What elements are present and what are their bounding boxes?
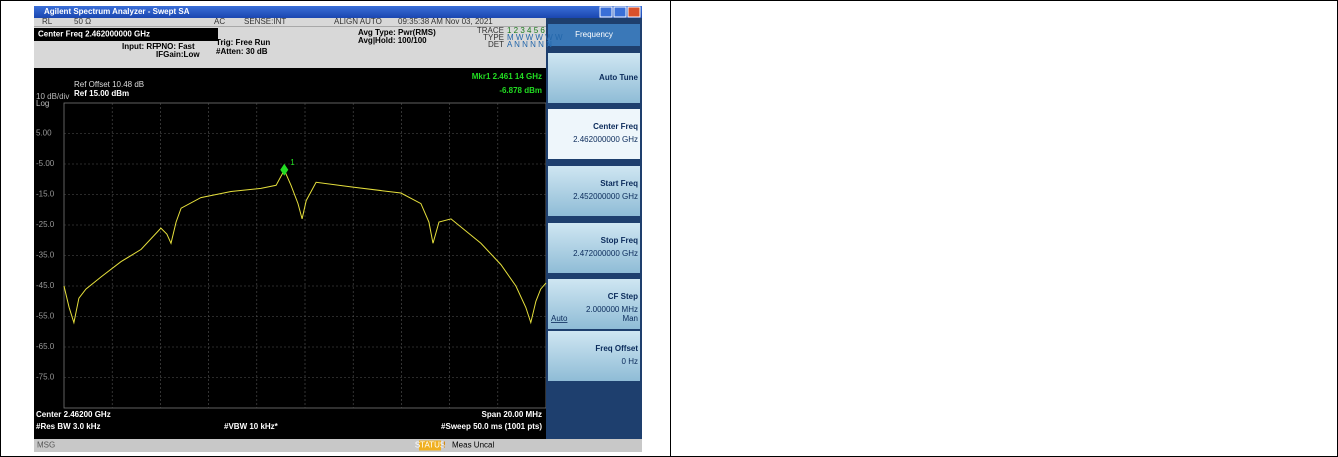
- marker-label: 1: [290, 158, 295, 167]
- title-bar: [34, 6, 642, 18]
- softkey-value: 2.452000000 GHz: [573, 192, 638, 201]
- log: Log: [36, 99, 49, 108]
- trace-row: M W W W W W: [507, 33, 563, 42]
- input: Input: RF: [122, 42, 157, 51]
- ref-offset: Ref Offset 10.48 dB: [74, 80, 144, 89]
- softkey[interactable]: [548, 331, 640, 381]
- trace-label: TYPE: [483, 33, 504, 42]
- plot-area: [34, 68, 546, 439]
- analyzer-screenshot: Agilent Spectrum Analyzer - Swept SA Cen…: [34, 6, 642, 452]
- softkey-label: Center Freq: [593, 122, 638, 131]
- marker-readout: Mkr1 2.461 14 GHz: [472, 72, 542, 81]
- softkey[interactable]: [548, 53, 640, 103]
- y-tick-label: -55.0: [36, 312, 55, 321]
- status-item: 09:35:38 AM Nov 03, 2021: [398, 17, 493, 26]
- minimize-button[interactable]: [599, 6, 613, 18]
- window-title: Agilent Spectrum Analyzer - Swept SA: [44, 7, 190, 16]
- softkey-title: Frequency: [575, 30, 613, 39]
- softkey-value: 2.472000000 GHz: [573, 249, 638, 258]
- status-item: AC: [214, 17, 225, 26]
- avg-hold: Avg|Hold: 100/100: [358, 36, 427, 45]
- softkey-option: Auto: [551, 314, 568, 323]
- softkey[interactable]: [548, 109, 640, 159]
- softkey-value: 2.462000000 GHz: [573, 135, 638, 144]
- ref-level: Ref 15.00 dBm: [74, 89, 129, 98]
- softkey-value: 2.000000 MHz: [586, 305, 638, 314]
- softkey[interactable]: [548, 223, 640, 273]
- status-item: SENSE:INT: [244, 17, 286, 26]
- header-rule: [34, 26, 546, 27]
- softkey-label: Stop Freq: [601, 236, 638, 245]
- softkey-label: Freq Offset: [595, 344, 638, 353]
- span-readout: Span 20.00 MHz: [482, 410, 542, 419]
- softkey[interactable]: [548, 166, 640, 216]
- vbw-readout: #VBW 10 kHz*: [224, 422, 279, 431]
- cell-divider: [670, 1, 671, 456]
- y-tick-label: -35.0: [36, 251, 55, 260]
- ifgain: IFGain:Low: [156, 50, 200, 59]
- rbw-readout: #Res BW 3.0 kHz: [36, 422, 100, 431]
- sweep-readout: #Sweep 50.0 ms (1001 pts): [441, 422, 542, 431]
- scale: 10 dB/div: [36, 92, 69, 101]
- warning-icon: !: [443, 441, 446, 450]
- y-tick-label: -25.0: [36, 220, 55, 229]
- trace-label: DET: [488, 40, 504, 49]
- trace: [63, 168, 547, 325]
- marker-value: -6.878 dBm: [499, 86, 542, 95]
- y-tick-label: -5.00: [36, 159, 55, 168]
- center-readout: Center 2.46200 GHz: [36, 410, 111, 419]
- status-bar: [34, 439, 642, 452]
- y-tick-label: 5.00: [36, 129, 52, 138]
- atten: #Atten: 30 dB: [216, 47, 268, 56]
- y-tick-label: -45.0: [36, 281, 55, 290]
- softkey-title-box: [548, 24, 640, 46]
- softkey-label: Auto Tune: [599, 73, 639, 82]
- msg-label: MSG: [37, 441, 55, 450]
- y-tick-label: -15.0: [36, 190, 55, 199]
- trace-row: 1 2 3 4 5 6: [507, 26, 545, 35]
- status-item: RL: [42, 17, 53, 26]
- status-box: [419, 440, 441, 451]
- softkey[interactable]: [548, 279, 640, 329]
- center-freq-box: [34, 28, 218, 41]
- status-item: 50 Ω: [74, 17, 91, 26]
- close-button[interactable]: [627, 6, 641, 18]
- status-item: ALIGN AUTO: [334, 17, 382, 26]
- y-tick-label: -65.0: [36, 342, 55, 351]
- y-tick-label: -75.0: [36, 373, 55, 382]
- trace-row: A N N N N N: [507, 40, 552, 49]
- marker: [280, 163, 289, 176]
- trig: Trig: Free Run: [216, 38, 270, 47]
- softkey-value: 0 Hz: [622, 357, 638, 366]
- trace-label: TRACE: [477, 26, 504, 35]
- maximize-button[interactable]: [613, 6, 627, 18]
- softkey-label: Start Freq: [600, 179, 638, 188]
- softkey-option: Man: [622, 314, 638, 323]
- center-freq: Center Freq 2.462000000 GHz: [38, 30, 150, 39]
- status-text: Meas Uncal: [452, 441, 494, 450]
- pno: PNO: Fast: [156, 42, 195, 51]
- status-label: STATUS: [415, 441, 445, 450]
- softkey-label: CF Step: [608, 292, 638, 301]
- avg-type: Avg Type: Pwr(RMS): [358, 28, 436, 37]
